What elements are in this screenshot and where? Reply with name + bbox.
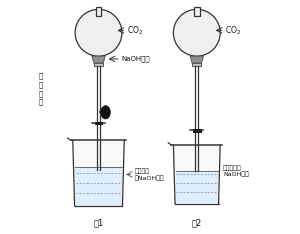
Polygon shape: [73, 140, 124, 206]
Text: 囱1: 囱1: [93, 218, 103, 227]
Circle shape: [75, 9, 122, 56]
FancyBboxPatch shape: [96, 7, 101, 16]
Text: 囱2: 囱2: [192, 218, 202, 227]
FancyBboxPatch shape: [192, 63, 202, 66]
Polygon shape: [92, 56, 105, 63]
FancyBboxPatch shape: [94, 63, 103, 66]
Polygon shape: [176, 171, 218, 203]
Polygon shape: [173, 145, 220, 204]
Circle shape: [173, 9, 220, 56]
FancyBboxPatch shape: [194, 7, 200, 16]
Text: 滴加酵酖
的NaOH溶液: 滴加酵酖 的NaOH溶液: [135, 168, 164, 180]
FancyBboxPatch shape: [193, 129, 200, 132]
Text: NaOH溶液: NaOH溶液: [122, 56, 150, 62]
Text: 滴加酵酖的
NaOH溶液: 滴加酵酖的 NaOH溶液: [223, 165, 249, 177]
FancyBboxPatch shape: [95, 122, 102, 124]
Ellipse shape: [101, 106, 110, 119]
Text: CO$_2$: CO$_2$: [225, 24, 242, 37]
Text: CO$_2$: CO$_2$: [127, 24, 143, 37]
Text: 圓
底
燒
瓶: 圓 底 燒 瓶: [38, 73, 43, 105]
Polygon shape: [190, 56, 203, 63]
Polygon shape: [75, 167, 122, 205]
